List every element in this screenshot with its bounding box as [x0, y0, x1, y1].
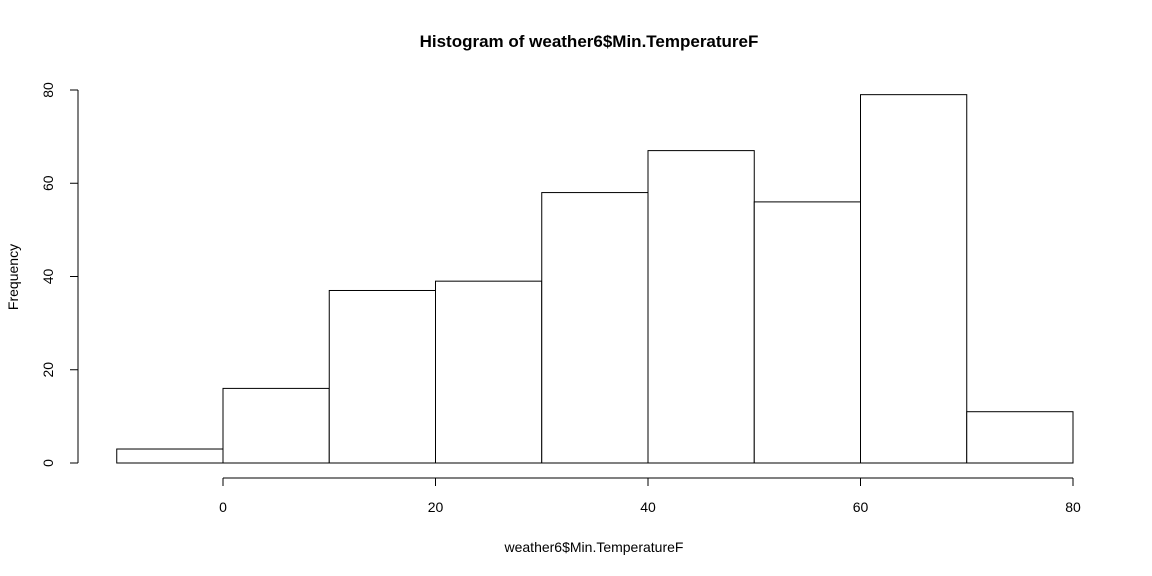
x-tick-label: 40 — [640, 499, 656, 515]
y-tick-label: 80 — [40, 82, 56, 98]
y-tick-label: 0 — [40, 459, 56, 467]
bars-group — [116, 94, 1074, 464]
histogram-bar — [860, 94, 968, 464]
y-axis-label: Frequency — [5, 244, 21, 310]
x-tick-label: 20 — [428, 499, 444, 515]
x-tick-label: 60 — [853, 499, 869, 515]
x-tick-label: 80 — [1065, 499, 1081, 515]
x-axis-label: weather6$Min.TemperatureF — [504, 539, 684, 555]
y-tick-label: 40 — [40, 269, 56, 285]
histogram-bar — [966, 411, 1074, 464]
x-axis: 0 20 40 60 80 — [219, 477, 1081, 515]
histogram-bar — [435, 280, 543, 464]
histogram-bar — [541, 192, 649, 464]
histogram-bar — [753, 201, 861, 464]
histogram-bar — [222, 387, 330, 464]
histogram-bar — [116, 448, 224, 464]
histogram-bar — [328, 289, 436, 464]
x-tick-label: 0 — [219, 499, 227, 515]
chart-title: Histogram of weather6$Min.TemperatureF — [420, 32, 759, 51]
y-tick-label: 60 — [40, 175, 56, 191]
y-tick-label: 20 — [40, 362, 56, 378]
y-axis: 0 20 40 60 80 — [40, 82, 79, 467]
histogram-bar — [647, 150, 755, 464]
